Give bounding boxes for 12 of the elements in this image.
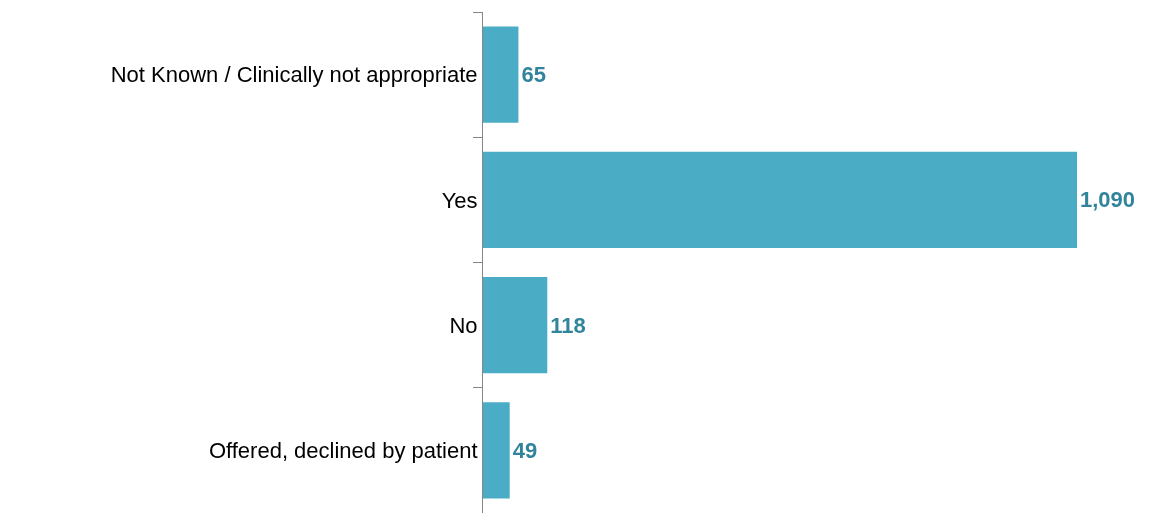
y-tick-label: Not Known / Clinically not appropriate [110, 62, 478, 88]
data-label: 118 [550, 312, 586, 338]
y-tick-label: No [449, 312, 478, 338]
bar [483, 26, 519, 123]
bar [483, 402, 510, 499]
data-label: 65 [521, 62, 546, 88]
data-label: 49 [512, 437, 538, 463]
bar [483, 276, 548, 374]
bar [483, 151, 1077, 249]
y-tick-label: Offered, declined by patient [208, 438, 478, 464]
data-label: 1,090 [1080, 187, 1136, 213]
y-tick-label: Yes [441, 187, 478, 213]
